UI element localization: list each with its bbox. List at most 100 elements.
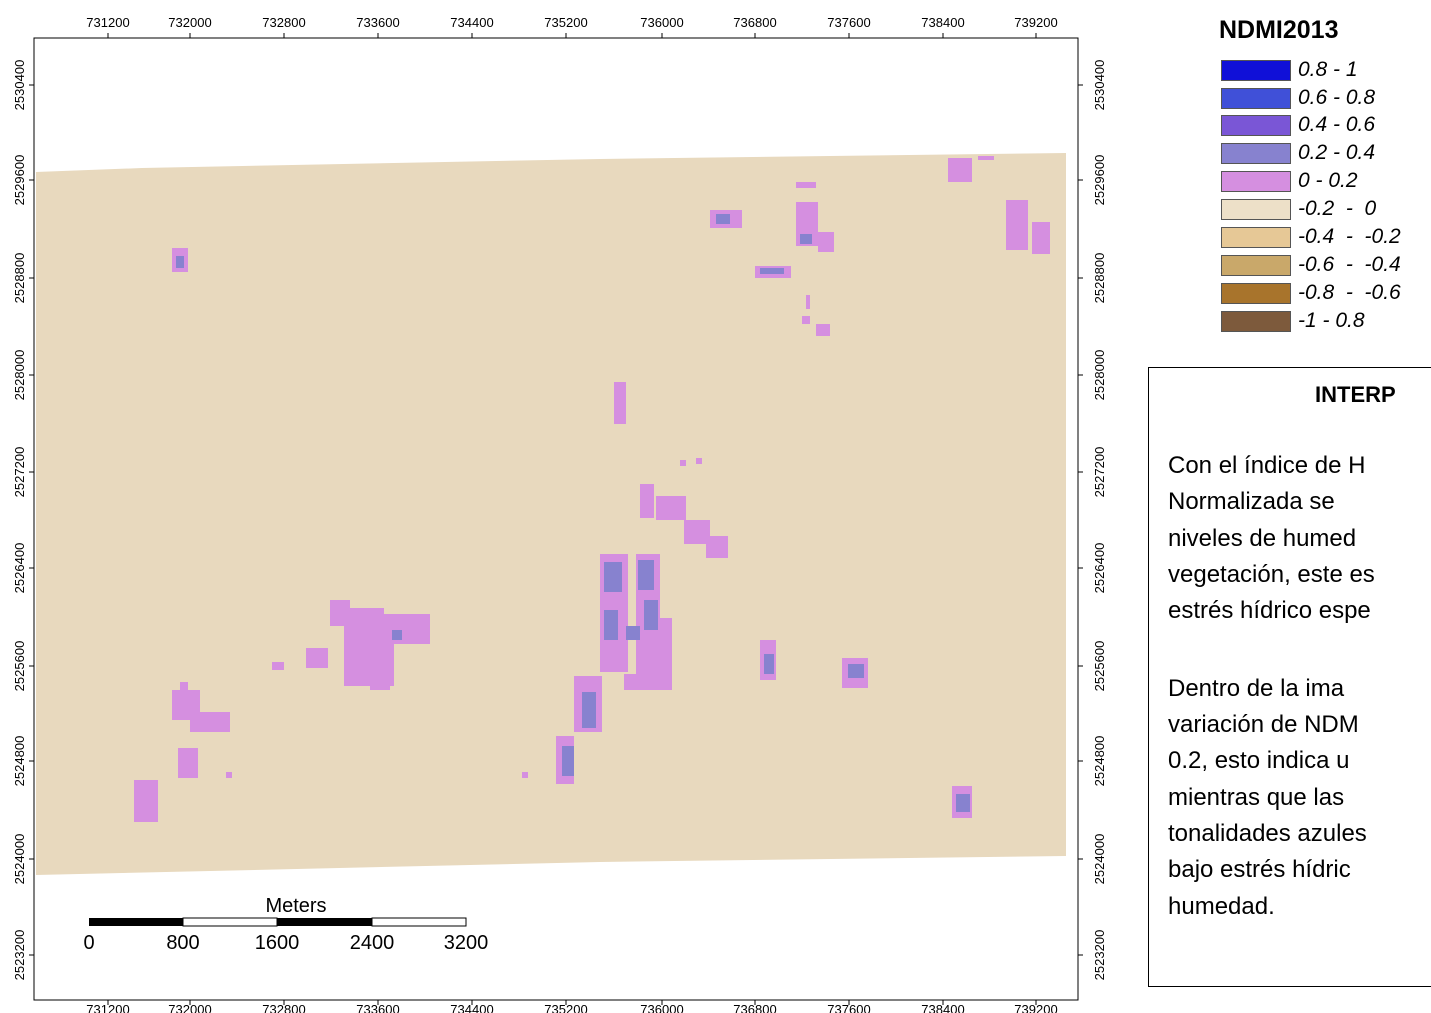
ndmi-patch-0.2-0.4	[848, 664, 864, 678]
scale-bar-units: Meters	[265, 895, 326, 917]
ndmi-patch-0-0.2	[816, 324, 830, 336]
legend-item: 0.8 - 1	[1218, 58, 1431, 84]
ndmi-patches	[134, 156, 1050, 822]
x-tick-label-bottom: 737600	[827, 1002, 870, 1013]
y-tick-label-left: 2525600	[12, 641, 27, 692]
scale-bar-segment-4	[371, 917, 467, 927]
ndmi-patch-0.2-0.4	[562, 746, 574, 776]
legend-swatch	[1221, 255, 1291, 276]
legend-item: 0.4 - 0.6	[1218, 113, 1431, 139]
y-tick-label-left: 2524800	[12, 736, 27, 787]
interpretation-line: humedad.	[1168, 893, 1275, 920]
ndmi-patch-0.2-0.4	[604, 610, 618, 640]
ndmi-patch-0-0.2	[144, 784, 158, 818]
y-tick-label-right: 2528800	[1092, 253, 1107, 304]
interpretation-line: niveles de humed	[1168, 525, 1357, 552]
legend-label: -0.2 - 0	[1298, 197, 1377, 220]
legend-label: -0.4 - -0.2	[1298, 225, 1401, 248]
interpretation-line: mientras que las	[1168, 784, 1345, 811]
ndmi-patch-0-0.2	[272, 662, 284, 670]
ndmi-patch-0.2-0.4	[582, 692, 596, 728]
legend-swatch	[1221, 60, 1291, 81]
ndmi-patch-0-0.2	[190, 712, 230, 732]
legend-label: 0.6 - 0.8	[1298, 86, 1376, 109]
x-tick-label-top: 739200	[1014, 15, 1057, 30]
coordinate-ticks: 731200 731200 732000 732000 732800 732800 7336…	[12, 15, 1107, 1013]
x-tick-label-bottom: 734400	[450, 1002, 493, 1013]
x-tick-label-bottom: 736800	[733, 1002, 776, 1013]
interpretation-line: variación de NDM	[1168, 711, 1359, 738]
ndmi-patch-0.2-0.4	[626, 626, 640, 640]
ndmi-patch-0-0.2	[802, 316, 810, 324]
x-tick-label-bottom: 739200	[1014, 1002, 1057, 1013]
interpretation-line: bajo estrés hídric	[1168, 856, 1351, 883]
scale-bar-label-800: 800	[166, 932, 199, 954]
map-neatline	[33, 37, 1079, 1001]
x-tick-label-top: 735200	[544, 15, 587, 30]
interpretation-line: tonalidades azules	[1168, 820, 1367, 847]
ndmi-patch-0-0.2	[624, 674, 672, 690]
interpretation-panel: INTERP Con el índice de H Normalizada se n…	[1148, 367, 1431, 987]
x-tick-label-bottom: 735200	[544, 1002, 587, 1013]
ndmi-patch-0-0.2	[978, 156, 994, 160]
y-tick-label-right: 2529600	[1092, 155, 1107, 206]
scale-bar-segment-2	[182, 917, 278, 927]
legend-swatch	[1221, 283, 1291, 304]
x-tick-label-top: 731200	[86, 15, 129, 30]
legend-swatch	[1221, 311, 1291, 332]
y-tick-label-right: 2525600	[1092, 641, 1107, 692]
legend-item: 0.6 - 0.8	[1218, 86, 1431, 112]
y-tick-label-left: 2528000	[12, 350, 27, 401]
x-tick-label-top: 732800	[262, 15, 305, 30]
legend-item: -0.2 - 0	[1218, 197, 1431, 223]
y-tick-label-left: 2527200	[12, 447, 27, 498]
legend: NDMI2013 0.8 - 1 0.6 - 0.8 0.4 - 0.6 0.2 - …	[1218, 12, 1431, 342]
ndmi-patch-0-0.2	[948, 158, 972, 182]
scale-bar-segment-1	[89, 918, 183, 926]
legend-swatch	[1221, 143, 1291, 164]
ndmi-patch-0-0.2	[706, 536, 728, 558]
y-tick-label-right: 2528000	[1092, 350, 1107, 401]
ndmi-patch-0.2-0.4	[638, 560, 654, 590]
ndmi-patch-0-0.2	[806, 295, 810, 309]
y-tick-label-right: 2526400	[1092, 543, 1107, 594]
interpretation-line: estrés hídrico espe	[1168, 597, 1371, 624]
ndmi-patch-0-0.2	[696, 458, 702, 464]
x-tick-label-top: 732000	[168, 15, 211, 30]
y-tick-label-left: 2523200	[12, 930, 27, 981]
legend-swatch	[1221, 171, 1291, 192]
ndmi-patch-0.2-0.4	[176, 256, 184, 268]
x-tick-label-top: 734400	[450, 15, 493, 30]
ndmi-patch-0-0.2	[370, 676, 390, 690]
ndmi-patch-0-0.2	[180, 682, 188, 694]
ndmi-patch-0.2-0.4	[760, 268, 784, 274]
ndmi-patch-0-0.2	[1032, 222, 1050, 254]
ndmi-patch-0.2-0.4	[800, 234, 812, 244]
interpretation-line: 0.2, esto indica u	[1168, 747, 1350, 774]
x-tick-label-top: 733600	[356, 15, 399, 30]
legend-item: -0.8 - -0.6	[1218, 281, 1431, 307]
scale-bar-label-0: 0	[83, 932, 94, 954]
interpretation-line: Normalizada se	[1168, 488, 1335, 515]
legend-item: -0.4 - -0.2	[1218, 225, 1431, 251]
legend-item: 0 - 0.2	[1218, 169, 1431, 195]
x-tick-label-bottom: 733600	[356, 1002, 399, 1013]
ndmi-patch-0-0.2	[796, 182, 816, 188]
ndmi-patch-0.2-0.4	[716, 214, 730, 224]
x-tick-label-top: 736000	[640, 15, 683, 30]
ndmi-patch-0-0.2	[640, 484, 654, 518]
x-tick-label-top: 737600	[827, 15, 870, 30]
interpretation-title: INTERP	[1315, 382, 1396, 407]
y-tick-label-left: 2530400	[12, 60, 27, 111]
y-tick-label-left: 2524000	[12, 834, 27, 885]
y-tick-label-left: 2528800	[12, 253, 27, 304]
legend-label: -0.6 - -0.4	[1298, 253, 1401, 276]
ndmi-patch-0-0.2	[226, 772, 232, 778]
legend-label: -1 - 0.8	[1298, 309, 1365, 332]
ndmi-patch-0-0.2	[306, 648, 328, 668]
interpretation-line: vegetación, este es	[1168, 561, 1375, 588]
y-tick-label-right: 2530400	[1092, 60, 1107, 111]
x-tick-label-bottom: 732000	[168, 1002, 211, 1013]
ndmi-patch-0-0.2	[818, 232, 834, 252]
